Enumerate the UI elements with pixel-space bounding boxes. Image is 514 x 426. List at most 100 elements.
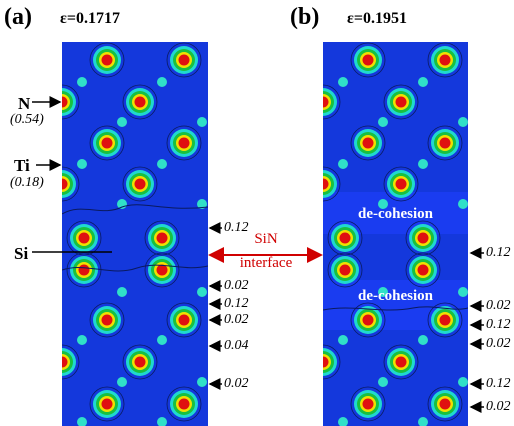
n-atom bbox=[197, 117, 207, 127]
contour-ring bbox=[327, 252, 363, 288]
contour-ring bbox=[323, 344, 341, 380]
value-b-1: 0.12 bbox=[486, 245, 511, 260]
contour-ring bbox=[405, 252, 441, 288]
ti-atom bbox=[362, 54, 374, 66]
contour-ring bbox=[350, 42, 386, 78]
n-atom bbox=[458, 117, 468, 127]
charge-density-map-a bbox=[62, 42, 208, 426]
ti-atom bbox=[362, 398, 374, 410]
n-atom bbox=[338, 159, 348, 169]
n-atom bbox=[418, 77, 428, 87]
contour-ring bbox=[383, 344, 419, 380]
ti-atom bbox=[339, 232, 351, 244]
ti-atom bbox=[101, 398, 113, 410]
n-atom bbox=[378, 377, 388, 387]
n-atom bbox=[77, 159, 87, 169]
n-atom bbox=[378, 199, 388, 209]
ti-atom bbox=[134, 356, 146, 368]
ti-atom bbox=[178, 137, 190, 149]
contour-ring bbox=[323, 84, 341, 120]
contour-ring bbox=[62, 166, 80, 202]
ti-atom bbox=[156, 232, 168, 244]
value-b-6: 0.02 bbox=[486, 399, 511, 414]
ti-atom bbox=[62, 356, 68, 368]
decohesion-label-1: de-cohesion bbox=[358, 206, 433, 222]
value-a-3: 0.12 bbox=[224, 296, 249, 311]
contour-ring bbox=[122, 166, 158, 202]
ti-atom bbox=[178, 398, 190, 410]
ti-atom bbox=[62, 178, 68, 190]
contour-ring bbox=[89, 302, 125, 338]
ti-atom bbox=[362, 137, 374, 149]
panel-a-label: (a) bbox=[4, 4, 32, 30]
value-arrows-a bbox=[208, 222, 222, 390]
sin-label: SiN bbox=[254, 231, 278, 247]
ti-atom bbox=[439, 137, 451, 149]
value-arrows-b bbox=[469, 247, 484, 413]
ti-atom bbox=[101, 54, 113, 66]
contour-ring bbox=[144, 252, 180, 288]
n-atom bbox=[77, 77, 87, 87]
contour-ring bbox=[89, 42, 125, 78]
si-atom-label: Si bbox=[14, 244, 29, 263]
n-fraction-label: (0.54) bbox=[10, 112, 44, 127]
value-b-4: 0.02 bbox=[486, 336, 511, 351]
ti-atom bbox=[101, 314, 113, 326]
n-atom bbox=[117, 377, 127, 387]
contour-ring bbox=[323, 166, 341, 202]
contour-ring bbox=[350, 302, 386, 338]
contour-ring bbox=[427, 125, 463, 161]
ti-atom bbox=[395, 96, 407, 108]
n-atom bbox=[378, 117, 388, 127]
n-atom bbox=[157, 77, 167, 87]
contour-ring bbox=[89, 125, 125, 161]
ti-atom bbox=[101, 137, 113, 149]
charge-density-map-b bbox=[323, 42, 468, 426]
value-a-5: 0.04 bbox=[224, 338, 249, 353]
n-atom bbox=[458, 377, 468, 387]
contour-ring bbox=[327, 220, 363, 256]
n-atom bbox=[378, 287, 388, 297]
ti-atom bbox=[395, 356, 407, 368]
contour-ring bbox=[427, 42, 463, 78]
ti-atom bbox=[156, 264, 168, 276]
panel-b-label: (b) bbox=[290, 4, 320, 30]
contour-ring bbox=[166, 125, 202, 161]
contour-ring bbox=[166, 42, 202, 78]
ti-atom bbox=[323, 178, 329, 190]
ti-atom bbox=[417, 264, 429, 276]
charge-density-plot-a bbox=[62, 42, 208, 426]
panel-b-strain: ε=0.1951 bbox=[347, 10, 407, 27]
ti-atom bbox=[178, 54, 190, 66]
n-atom bbox=[197, 377, 207, 387]
n-atom bbox=[157, 417, 167, 426]
n-atom-label: N bbox=[18, 94, 31, 113]
contour-ring bbox=[427, 386, 463, 422]
contour-ring bbox=[62, 84, 80, 120]
value-b-2: 0.02 bbox=[486, 298, 511, 313]
n-atom bbox=[418, 417, 428, 426]
contour-ring bbox=[122, 344, 158, 380]
contour-ring bbox=[62, 344, 80, 380]
contour-ring bbox=[89, 386, 125, 422]
ti-atom bbox=[439, 314, 451, 326]
ti-atom bbox=[134, 178, 146, 190]
n-atom bbox=[338, 335, 348, 345]
ti-atom bbox=[323, 96, 329, 108]
value-a-1: 0.12 bbox=[224, 220, 249, 235]
contour-ring bbox=[166, 386, 202, 422]
interface-label: interface bbox=[239, 255, 293, 271]
value-a-2: 0.02 bbox=[224, 278, 249, 293]
contour-ring bbox=[405, 220, 441, 256]
n-atom bbox=[117, 287, 127, 297]
ti-atom bbox=[395, 178, 407, 190]
contour-ring bbox=[122, 84, 158, 120]
ti-atom bbox=[417, 232, 429, 244]
n-atom bbox=[458, 287, 468, 297]
contour-ring bbox=[144, 220, 180, 256]
sin-interface-label: SiN interface bbox=[226, 230, 306, 272]
ti-fraction-label: (0.18) bbox=[10, 175, 44, 190]
ti-atom bbox=[339, 264, 351, 276]
n-atom bbox=[458, 199, 468, 209]
